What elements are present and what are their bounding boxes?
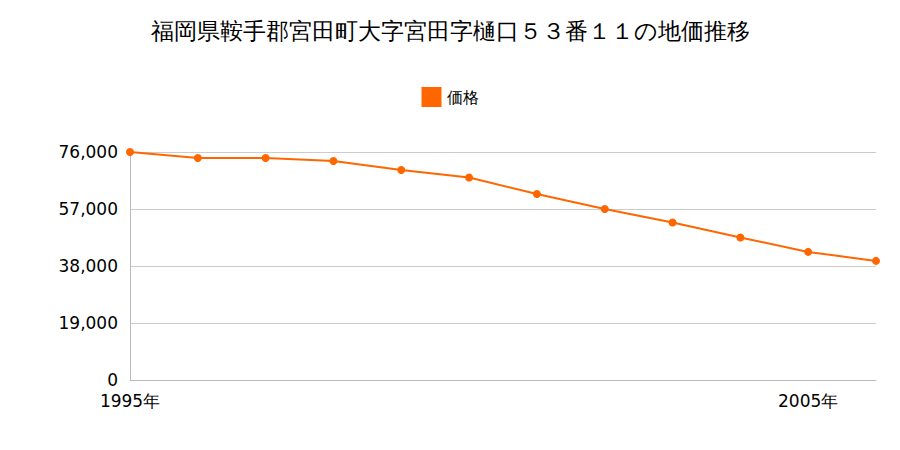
svg-text:2005年: 2005年 [778, 391, 838, 411]
svg-text:福岡県鞍手郡宮田町大字宮田字樋口５３番１１の地価推移: 福岡県鞍手郡宮田町大字宮田字樋口５３番１１の地価推移 [151, 18, 750, 44]
svg-text:76,000: 76,000 [59, 142, 118, 162]
svg-text:1995年: 1995年 [100, 391, 160, 411]
svg-text:19,000: 19,000 [59, 313, 118, 333]
svg-text:38,000: 38,000 [59, 256, 118, 276]
svg-text:57,000: 57,000 [59, 199, 118, 219]
svg-text:0: 0 [107, 370, 118, 390]
svg-text:価格: 価格 [447, 88, 479, 107]
